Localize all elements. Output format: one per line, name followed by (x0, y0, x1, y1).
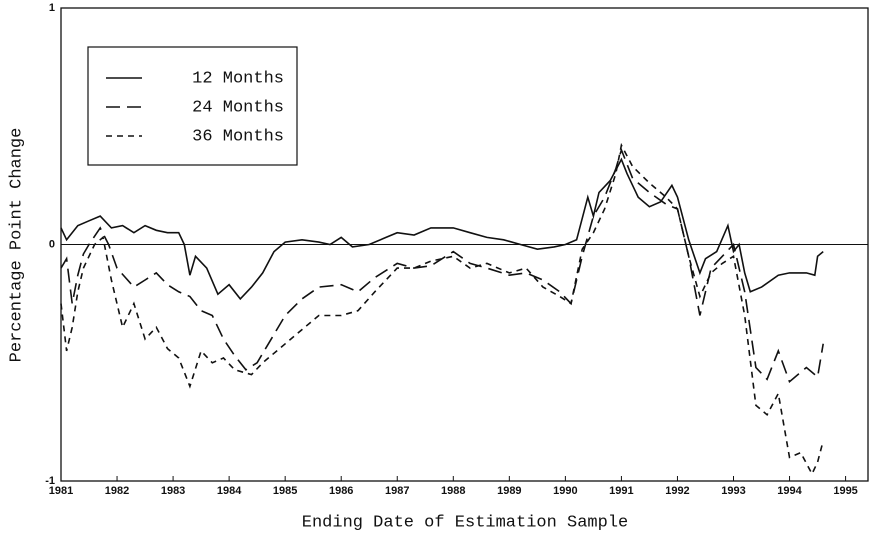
legend-label: 12 Months (192, 69, 284, 88)
x-tick-label: 1991 (609, 485, 633, 497)
series-line (60, 142, 824, 476)
legend-label: 36 Months (192, 127, 284, 146)
x-tick-label: 1982 (105, 485, 129, 497)
series-line (60, 157, 824, 301)
x-tick-label: 1981 (49, 485, 73, 497)
x-axis-label: Ending Date of Estimation Sample (302, 513, 628, 532)
x-tick-label: 1995 (833, 485, 857, 497)
y-tick-label: 1 (49, 2, 55, 14)
x-tick-label: 1993 (721, 485, 745, 497)
x-tick-label: 1989 (497, 485, 521, 497)
x-tick-label: 1992 (665, 485, 689, 497)
x-tick-label: 1994 (777, 485, 802, 497)
x-tick-label: 1983 (161, 485, 185, 497)
y-tick-label: 0 (49, 238, 55, 250)
x-tick-label: 1985 (273, 485, 297, 497)
y-tick-label: -1 (45, 475, 55, 487)
x-tick-label: 1988 (441, 485, 465, 497)
x-tick-label: 1984 (217, 485, 242, 497)
series-line (60, 147, 824, 384)
legend-box (87, 46, 298, 166)
x-tick-label: 1986 (329, 485, 353, 497)
legend-label: 24 Months (192, 98, 284, 117)
x-tick-label: 1987 (385, 485, 409, 497)
y-axis-label: Percentage Point Change (7, 128, 26, 363)
x-tick-label: 1990 (553, 485, 577, 497)
